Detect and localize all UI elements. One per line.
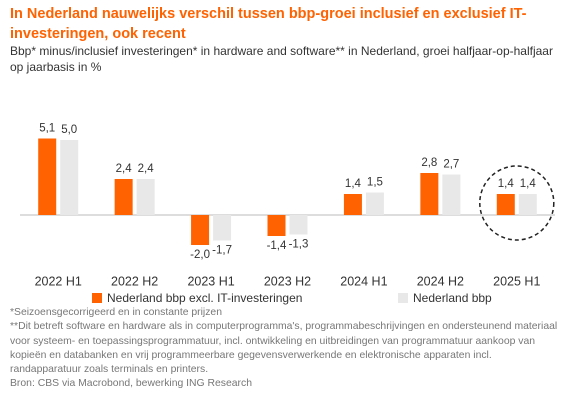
x-tick-label: 2025 H1	[493, 274, 540, 288]
legend-label: Nederland bbp excl. IT-investeringen	[107, 291, 302, 305]
value-label: 1,4	[345, 178, 362, 190]
bar	[518, 194, 537, 215]
source: Bron: CBS via Macrobond, bewerking ING R…	[10, 378, 252, 390]
bar	[496, 194, 515, 215]
legend-swatch	[92, 293, 102, 303]
bar	[38, 138, 57, 215]
value-label: 5,1	[39, 123, 55, 135]
bar	[343, 194, 362, 215]
bar	[136, 179, 155, 215]
value-label: 1,4	[520, 178, 537, 190]
x-tick-label: 2022 H1	[35, 274, 82, 288]
value-label: 2,8	[421, 157, 437, 169]
legend-label: Nederland bbp	[413, 291, 492, 305]
value-label: -2,0	[190, 249, 210, 261]
x-tick-label: 2024 H2	[417, 274, 464, 288]
note: *Seizoensgecorrigeerd en in constante pr…	[10, 307, 222, 318]
x-tick-label: 2024 H1	[340, 274, 387, 288]
notes: *Seizoensgecorrigeerd en in constante pr…	[10, 306, 558, 392]
bar	[191, 215, 210, 245]
value-label: 2,7	[443, 159, 459, 171]
bar	[267, 215, 286, 236]
bar	[213, 215, 232, 241]
bar	[420, 173, 439, 215]
bar	[442, 174, 461, 215]
x-tick-label: 2023 H2	[264, 274, 311, 288]
bar	[289, 215, 308, 235]
value-label: 2,4	[116, 163, 133, 175]
value-label: 1,5	[367, 177, 383, 189]
x-tick-label: 2022 H2	[111, 274, 158, 288]
value-label: 1,4	[498, 178, 515, 190]
legend-swatch	[398, 293, 408, 303]
value-label: 5,0	[61, 124, 77, 136]
value-label: -1,7	[212, 245, 232, 257]
x-tick-label: 2023 H1	[187, 274, 234, 288]
bar	[114, 179, 133, 215]
note: **Dit betreft software en hardware als i…	[10, 321, 558, 376]
bar	[60, 140, 79, 215]
chart-title: In Nederland nauwelijks verschil tussen …	[10, 6, 527, 42]
value-label: 2,4	[138, 163, 155, 175]
chart-subtitle: Bbp* minus/inclusief investeringen* in h…	[10, 44, 553, 74]
value-label: -1,4	[267, 240, 287, 252]
value-label: -1,3	[289, 239, 309, 251]
highlight-circle	[479, 165, 555, 241]
bar	[365, 192, 384, 215]
